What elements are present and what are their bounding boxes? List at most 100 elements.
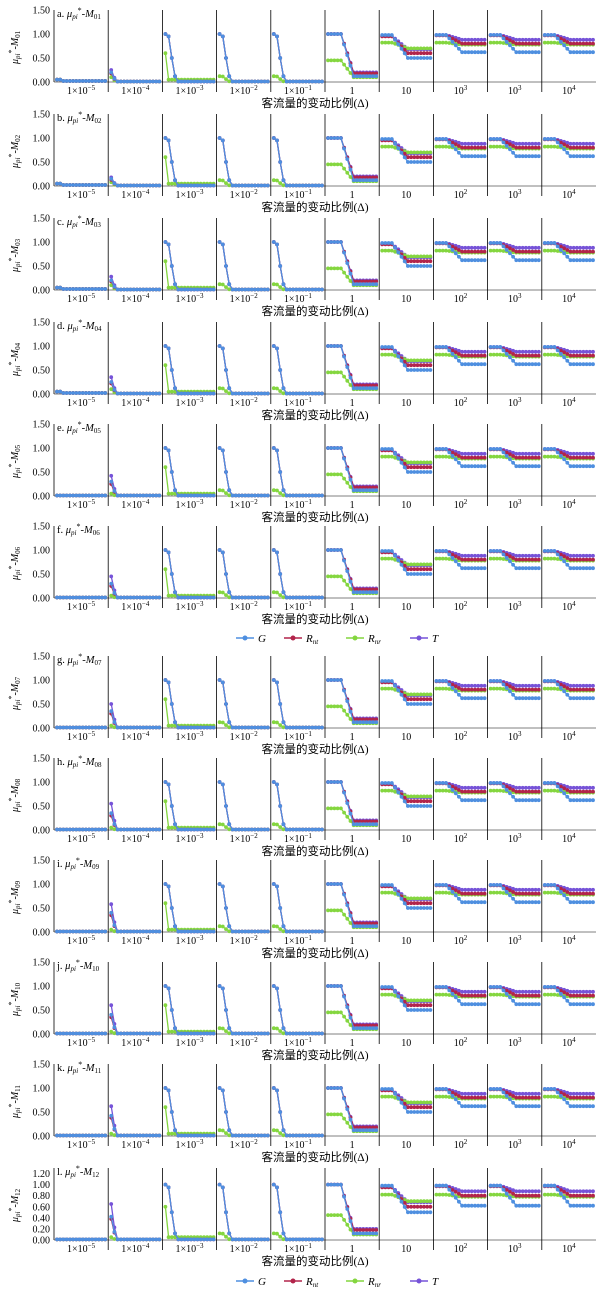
data-point	[536, 258, 541, 263]
data-point	[163, 32, 168, 36]
data-point	[339, 548, 343, 552]
data-point	[469, 362, 474, 367]
data-point	[389, 686, 394, 691]
data-point	[335, 548, 340, 552]
data-point	[482, 455, 487, 460]
x-tick-label: 1×10−5	[67, 600, 96, 613]
data-point	[374, 488, 379, 493]
data-point	[169, 264, 174, 268]
y-tick-label: 0.00	[33, 390, 51, 401]
x-tick-label: 1×10−5	[67, 498, 96, 511]
x-tick-label: 1×10−5	[67, 396, 96, 409]
x-tick-label: 1	[350, 398, 355, 409]
data-point	[224, 593, 228, 597]
data-point	[64, 493, 69, 498]
data-point	[453, 147, 458, 152]
data-point	[508, 355, 512, 360]
data-point	[281, 178, 286, 183]
data-point	[173, 590, 177, 595]
data-point	[345, 480, 350, 485]
data-point	[169, 77, 174, 82]
data-point	[173, 488, 177, 493]
data-point	[281, 282, 286, 287]
data-point	[220, 720, 225, 725]
data-point	[211, 287, 216, 292]
data-point	[253, 287, 257, 292]
data-point	[249, 79, 254, 84]
data-point	[220, 74, 225, 79]
data-point	[428, 363, 433, 368]
data-point	[103, 725, 108, 730]
data-point	[307, 79, 311, 84]
data-point	[224, 702, 228, 706]
data-point	[351, 74, 356, 79]
data-point	[565, 254, 570, 259]
data-point	[144, 287, 149, 292]
data-point	[415, 567, 420, 572]
data-point	[450, 40, 455, 44]
data-point	[275, 74, 279, 79]
data-point	[345, 66, 350, 71]
data-point	[498, 144, 503, 149]
data-point	[109, 581, 114, 586]
data-point	[504, 556, 509, 560]
x-tick-label: 1×10−4	[121, 730, 150, 743]
x-tick-label: 102	[454, 498, 468, 511]
data-point	[399, 692, 404, 697]
data-point	[109, 176, 114, 181]
data-point	[147, 79, 152, 84]
data-point	[444, 679, 448, 683]
y-tick-label: 1.00	[33, 444, 51, 455]
data-point	[253, 493, 257, 498]
y-axis-label: μpi*-M08	[7, 778, 22, 813]
data-point	[275, 448, 279, 453]
data-point	[243, 79, 248, 84]
data-point	[335, 58, 340, 63]
data-point	[122, 79, 126, 84]
x-tick-label: 103	[508, 396, 522, 409]
x-tick-label: 1×10−1	[284, 292, 313, 305]
data-point	[335, 370, 340, 375]
data-point	[217, 136, 222, 140]
data-point	[316, 79, 321, 84]
data-point	[562, 559, 566, 564]
data-point	[115, 79, 120, 84]
data-point	[339, 162, 343, 167]
x-axis-title: 客流量的变动比例(Δ)	[261, 304, 368, 318]
y-tick-label: 1.50	[33, 6, 51, 17]
data-point	[504, 454, 509, 458]
data-point	[469, 349, 474, 354]
data-point	[482, 141, 487, 146]
data-point	[163, 465, 168, 470]
x-axis-title: 客流量的变动比例(Δ)	[261, 408, 368, 422]
data-point	[578, 258, 582, 263]
data-point	[118, 79, 123, 84]
data-point	[536, 349, 541, 354]
data-point	[173, 74, 177, 79]
data-point	[345, 274, 350, 279]
data-point	[198, 595, 203, 600]
data-point	[536, 451, 541, 456]
data-point	[275, 550, 279, 555]
data-point	[205, 79, 210, 84]
data-point	[90, 391, 95, 395]
x-tick-label: 104	[562, 730, 576, 743]
data-point	[389, 679, 394, 683]
data-point	[237, 79, 241, 84]
data-point	[457, 460, 461, 465]
series-line	[328, 33, 377, 75]
data-point	[335, 574, 340, 579]
x-tick-label: 1×10−5	[67, 730, 96, 743]
data-point	[154, 79, 159, 84]
data-point	[224, 389, 228, 393]
data-point	[361, 386, 366, 391]
data-point	[163, 259, 168, 264]
data-point	[186, 79, 190, 84]
data-point	[265, 79, 270, 84]
data-point	[278, 470, 283, 474]
data-point	[173, 720, 177, 725]
data-point	[552, 352, 557, 357]
data-point	[262, 79, 267, 84]
